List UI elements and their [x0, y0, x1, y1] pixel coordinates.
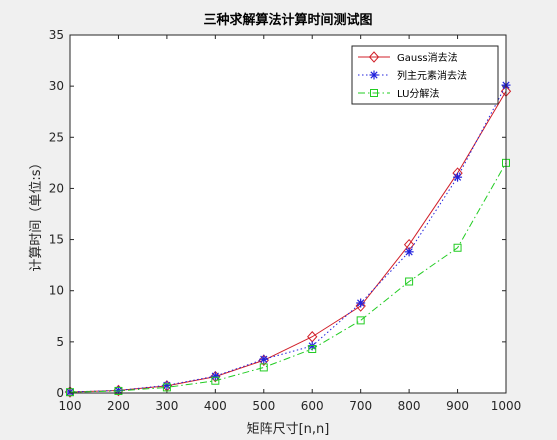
x-tick-label: 700 [349, 399, 372, 413]
data-point [259, 354, 269, 364]
data-point [404, 247, 414, 257]
x-tick-label: 900 [446, 399, 469, 413]
legend-marker [370, 89, 378, 97]
x-tick-label: 800 [398, 399, 421, 413]
series-line [69, 84, 507, 393]
x-tick-label: 500 [252, 399, 275, 413]
y-tick-label: 25 [49, 130, 64, 144]
legend-entry: LU分解法 [358, 87, 439, 100]
legend-label: Gauss消去法 [397, 51, 458, 64]
y-tick-label: 35 [49, 28, 64, 42]
series-line [69, 162, 507, 393]
y-tick-label: 20 [49, 181, 64, 195]
legend-marker [369, 70, 379, 80]
data-point [259, 363, 268, 372]
legend-label: LU分解法 [397, 87, 439, 100]
x-tick-label: 1000 [491, 399, 522, 413]
legend-entry: 列主元素消去法 [358, 69, 467, 82]
data-point [308, 345, 317, 354]
data-point [211, 376, 220, 385]
legend-entry: Gauss消去法 [358, 51, 458, 64]
data-point [355, 300, 366, 312]
data-point [405, 277, 414, 286]
axes-box [69, 34, 507, 394]
x-tick-label: 400 [204, 399, 227, 413]
data-point [210, 370, 221, 383]
x-tick-label: 600 [301, 399, 324, 413]
legend-label: 列主元素消去法 [397, 69, 467, 82]
data-point [356, 298, 366, 308]
y-tick-label: 15 [49, 233, 64, 247]
y-tick-label: 30 [49, 79, 64, 93]
x-tick-label: 300 [155, 399, 178, 413]
ticks: 100 200 300 400 500 600 700 800 900 1000 0 5 10 15 20 2… [49, 28, 522, 413]
data-point [453, 172, 463, 182]
y-axis-label: 计算时间（单位:s） [29, 156, 44, 271]
legend-marker [368, 51, 380, 63]
data-point [210, 371, 220, 381]
x-axis-label: 矩阵尺寸[n,n] [247, 422, 330, 437]
data-point [356, 316, 365, 325]
y-tick-label: 5 [56, 335, 64, 349]
x-tick-label: 200 [107, 399, 130, 413]
chart-title: 三种求解算法计算时间测试图 [203, 12, 372, 28]
data-point [453, 243, 462, 252]
y-tick-label: 0 [56, 386, 64, 400]
data-point [162, 383, 171, 392]
x-tick-label: 100 [59, 399, 82, 413]
data-point [114, 386, 123, 395]
y-tick-label: 10 [49, 284, 64, 298]
